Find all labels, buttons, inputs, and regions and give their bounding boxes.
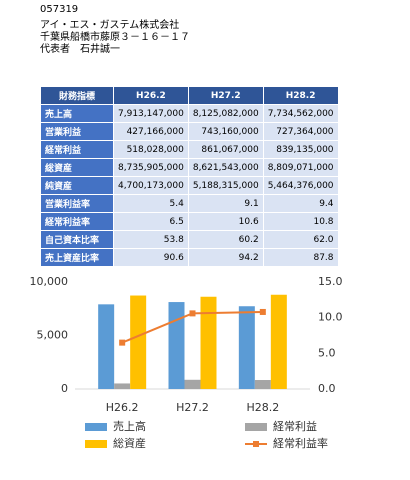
column-header: H28.2: [262, 86, 339, 105]
y2-tick-label: 5.0: [318, 346, 336, 359]
row-label: 経常利益率: [40, 212, 114, 231]
legend-label: 総資産: [113, 436, 146, 450]
marker: [189, 310, 196, 317]
y-tick-label: 10,000: [30, 275, 69, 288]
cell: 9.4: [262, 194, 339, 213]
y-tick-label: 0: [61, 382, 68, 395]
cell: 427,166,000: [113, 122, 189, 141]
legend-swatch: [245, 423, 267, 431]
cell: 5,188,315,000: [187, 176, 264, 195]
cell: 8,125,082,000: [187, 104, 264, 123]
chart: 0 5,000 10,000 0.0 5.0 10.0 15.0 H26.2 H27.2 H28.…: [30, 275, 343, 450]
x-tick-label: H28.2: [246, 401, 279, 414]
cell: 60.2: [187, 230, 264, 249]
cell: 8,809,071,000: [262, 158, 339, 177]
y-tick-label: 5,000: [37, 329, 69, 342]
financial-table: 財務指標 H26.2 H27.2 H28.2 売上高 7,913,147,000 8,125…: [40, 86, 339, 267]
cell: 10.6: [187, 212, 264, 231]
table-row: 営業利益率 5.4 9.1 9.4: [40, 194, 339, 213]
y2-tick-label: 15.0: [318, 275, 343, 288]
bar: [254, 380, 271, 389]
row-label: 総資産: [40, 158, 114, 177]
legend-swatch: [85, 440, 107, 448]
cell: 90.6: [113, 248, 189, 267]
y2-tick-label: 10.0: [318, 311, 343, 324]
cell: 8,621,543,000: [187, 158, 264, 177]
marker: [119, 339, 126, 346]
table-row: 営業利益 427,166,000 743,160,000 727,364,000: [40, 122, 339, 141]
cell: 94.2: [187, 248, 264, 267]
cell: 839,135,000: [262, 140, 339, 159]
legend-swatch: [85, 423, 107, 431]
x-tick-label: H27.2: [176, 401, 209, 414]
cell: 7,913,147,000: [113, 104, 189, 123]
marker: [259, 308, 266, 315]
row-label: 自己資本比率: [40, 230, 114, 249]
representative: 代表者 石井誠一: [40, 44, 120, 55]
table-row: 純資産 4,700,173,000 5,188,315,000 5,464,376,0…: [40, 176, 339, 195]
legend-label: 経常利益率: [273, 436, 328, 450]
bar: [270, 294, 287, 389]
row-label: 経常利益: [40, 140, 114, 159]
bar: [184, 379, 201, 389]
x-tick-label: H26.2: [106, 401, 139, 414]
table-row: 経常利益率 6.5 10.6 10.8: [40, 212, 339, 231]
address: 千葉県船橋市藤原３－１６－１７: [40, 32, 190, 43]
table-row: 総資産 8,735,905,000 8,621,543,000 8,809,071,0…: [40, 158, 339, 177]
cell: 8,735,905,000: [113, 158, 189, 177]
bar: [238, 306, 255, 389]
column-header: H26.2: [113, 86, 189, 105]
column-header: H27.2: [187, 86, 264, 105]
legend-swatch: [253, 441, 259, 447]
cell: 861,067,000: [187, 140, 264, 159]
cell: 62.0: [262, 230, 339, 249]
table-row: 経常利益 518,028,000 861,067,000 839,135,000: [40, 140, 339, 159]
cell: 87.8: [262, 248, 339, 267]
cell: 743,160,000: [187, 122, 264, 141]
y2-tick-label: 0.0: [318, 382, 336, 395]
cell: 7,734,562,000: [262, 104, 339, 123]
cell: 727,364,000: [262, 122, 339, 141]
legend-label: 経常利益: [273, 419, 317, 433]
cell: 4,700,173,000: [113, 176, 189, 195]
header-row: 財務指標 H26.2 H27.2 H28.2: [40, 86, 339, 105]
table-row: 売上資産比率 90.6 94.2 87.8: [40, 248, 339, 267]
cell: 518,028,000: [113, 140, 189, 159]
cell: 6.5: [113, 212, 189, 231]
row-label: 営業利益率: [40, 194, 114, 213]
cell: 9.1: [187, 194, 264, 213]
bar: [98, 304, 115, 389]
row-label: 売上資産比率: [40, 248, 114, 267]
bar: [200, 296, 217, 389]
row-label: 営業利益: [40, 122, 114, 141]
bar: [130, 295, 147, 389]
cell: 5.4: [113, 194, 189, 213]
company: アイ・エス・ガステム株式会社: [40, 20, 180, 31]
row-label: 売上高: [40, 104, 114, 123]
bar: [114, 383, 131, 389]
row-label: 純資産: [40, 176, 114, 195]
code: 057319: [40, 4, 79, 15]
cell: 5,464,376,000: [262, 176, 339, 195]
column-header: 財務指標: [40, 86, 114, 105]
bar: [168, 302, 185, 389]
table-row: 売上高 7,913,147,000 8,125,082,000 7,734,562,0…: [40, 104, 339, 123]
cell: 10.8: [262, 212, 339, 231]
legend-label: 売上高: [113, 419, 146, 433]
cell: 53.8: [113, 230, 189, 249]
table-row: 自己資本比率 53.8 60.2 62.0: [40, 230, 339, 249]
